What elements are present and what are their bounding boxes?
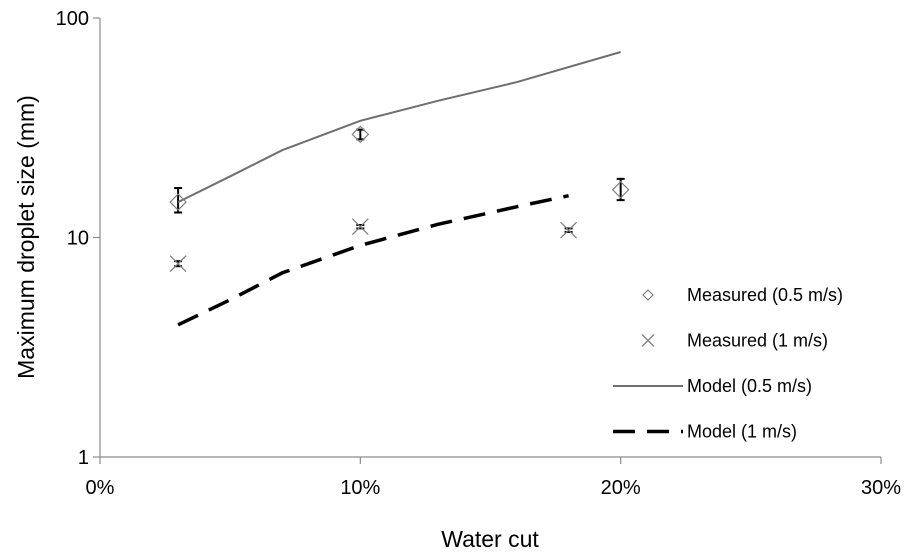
error-bar (356, 128, 365, 141)
legend-label: Model (1 m/s) (687, 422, 797, 442)
legend-item: Measured (0.5 m/s) (642, 285, 843, 305)
x-tick-label: 30% (861, 477, 901, 499)
legend-x-icon (641, 334, 655, 347)
axes (93, 17, 882, 464)
x-marker-stroke (560, 221, 578, 239)
x-tick-label: 10% (340, 477, 380, 499)
diamond-point (351, 125, 370, 144)
legend: Measured (0.5 m/s) Measured (1 m/s) Model … (613, 285, 843, 442)
error-bars (174, 128, 625, 268)
legend-item: Model (1 m/s) (613, 422, 797, 442)
y-tick-label: 10 (67, 228, 89, 250)
legend-item: Model (0.5 m/s) (613, 376, 812, 396)
tick-labels: 0% 10% 20% 30% 1 10 100 (56, 8, 902, 499)
x-axis-label: Water cut (441, 526, 539, 552)
legend-label: Measured (1 m/s) (687, 331, 828, 351)
x-tick-label: 20% (601, 477, 641, 499)
legend-diamond-icon (642, 289, 654, 301)
legend-label: Measured (0.5 m/s) (687, 285, 843, 305)
series-line-3 (177, 193, 569, 327)
legend-label: Model (0.5 m/s) (687, 376, 812, 396)
x-point (169, 255, 187, 273)
model-lines (177, 51, 621, 327)
diamond-point (169, 193, 187, 211)
x-tick-label: 0% (86, 477, 115, 499)
series-line-2 (177, 51, 621, 203)
error-bar (174, 187, 183, 214)
x-marker-stroke (351, 218, 369, 236)
diamond-point (611, 180, 630, 199)
y-tick-label: 100 (56, 8, 89, 30)
x-marker-stroke (641, 334, 655, 347)
data-markers (169, 125, 630, 273)
y-tick-label: 1 (78, 447, 89, 469)
y-axis-label: Maximum droplet size (mm) (13, 95, 39, 379)
x-marker-stroke (169, 255, 187, 273)
legend-item: Measured (1 m/s) (641, 331, 828, 351)
x-point (351, 218, 369, 236)
x-point (560, 221, 578, 239)
